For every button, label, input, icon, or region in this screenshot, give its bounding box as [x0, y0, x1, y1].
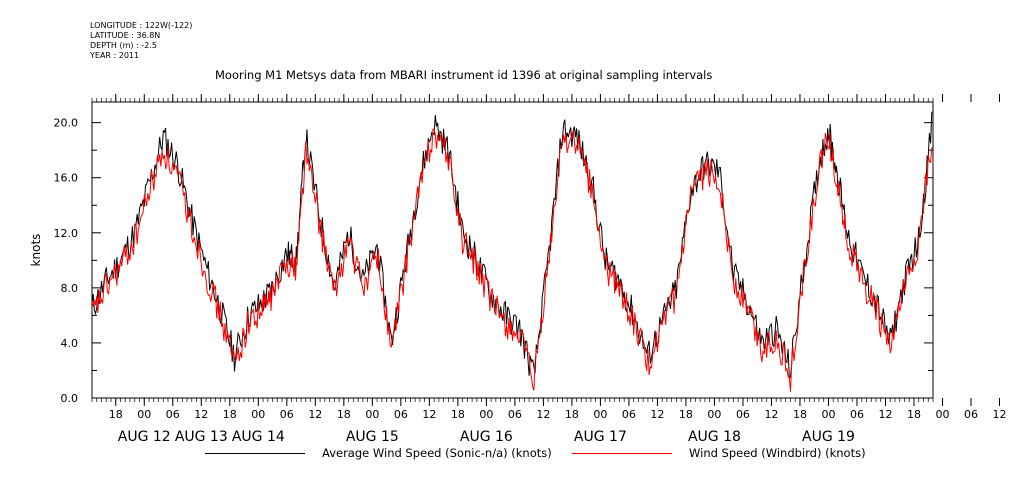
x-hour-label: 12 — [536, 408, 550, 421]
x-hour-label: 06 — [850, 408, 864, 421]
x-hour-label: 18 — [793, 408, 807, 421]
y-tick-label: 4.0 — [61, 337, 79, 350]
x-day-label: AUG 12 — [118, 429, 171, 445]
x-hour-label: 12 — [422, 408, 436, 421]
x-day-label: AUG 15 — [346, 429, 399, 445]
series-line-2 — [91, 128, 933, 392]
x-hour-label: 00 — [479, 408, 493, 421]
x-hour-label: 18 — [907, 408, 921, 421]
x-hour-label: 00 — [137, 408, 151, 421]
x-day-label: AUG 14 — [232, 429, 285, 445]
x-day-label: AUG 17 — [574, 429, 627, 445]
x-hour-label: 00 — [707, 408, 721, 421]
x-hour-label: 06 — [508, 408, 522, 421]
x-hour-label: 06 — [394, 408, 408, 421]
longitude-text: LONGITUDE : 122W(-122) — [90, 21, 193, 30]
x-hour-label: 06 — [280, 408, 294, 421]
x-hour-label: 06 — [622, 408, 636, 421]
y-tick-label: 0.0 — [61, 392, 79, 405]
x-hour-label: 06 — [736, 408, 750, 421]
plot-frame — [91, 101, 934, 399]
x-day-label: AUG 16 — [460, 429, 513, 445]
x-hour-label: 06 — [166, 408, 180, 421]
x-hour-label: 00 — [821, 408, 835, 421]
x-hour-label: 00 — [936, 408, 950, 421]
x-hour-label: 00 — [593, 408, 607, 421]
x-hour-label: 06 — [964, 408, 978, 421]
x-hour-label: 12 — [650, 408, 664, 421]
x-hour-label: 12 — [878, 408, 892, 421]
depth-text: DEPTH (m) : -2.5 — [90, 41, 157, 50]
x-hour-label: 00 — [365, 408, 379, 421]
x-hour-label: 18 — [451, 408, 465, 421]
x-hour-label: 12 — [764, 408, 778, 421]
x-hour-label: 18 — [565, 408, 579, 421]
x-hour-label: 18 — [337, 408, 351, 421]
latitude-text: LATITUDE : 36.8N — [90, 31, 161, 40]
x-hour-label: 12 — [194, 408, 208, 421]
y-tick-label: 12.0 — [54, 227, 79, 240]
x-hour-label: 18 — [109, 408, 123, 421]
x-day-label: AUG 19 — [802, 429, 855, 445]
y-tick-label: 16.0 — [54, 172, 79, 185]
y-tick-label: 20.0 — [54, 117, 79, 130]
legend-label-series1: Average Wind Speed (Sonic-n/a) (knots) — [322, 446, 552, 460]
legend-label-series2: Wind Speed (Windbird) (knots) — [689, 446, 866, 460]
x-day-label: AUG 18 — [688, 429, 741, 445]
x-day-label: AUG 13 — [175, 429, 228, 445]
chart-title: Mooring M1 Metsys data from MBARI instru… — [215, 68, 713, 82]
legend-line-series1 — [205, 453, 305, 454]
x-hour-label: 12 — [993, 408, 1007, 421]
y-tick-label: 8.0 — [61, 282, 79, 295]
x-hour-label: 18 — [223, 408, 237, 421]
y-axis-label: knots — [29, 234, 43, 267]
year-text: YEAR : 2011 — [90, 51, 140, 60]
metadata-block: LONGITUDE : 122W(-122) LATITUDE : 36.8N … — [90, 21, 192, 61]
x-hour-label: 18 — [679, 408, 693, 421]
x-hour-label: 00 — [251, 408, 265, 421]
x-hour-label: 12 — [308, 408, 322, 421]
legend-line-series2 — [572, 453, 672, 454]
